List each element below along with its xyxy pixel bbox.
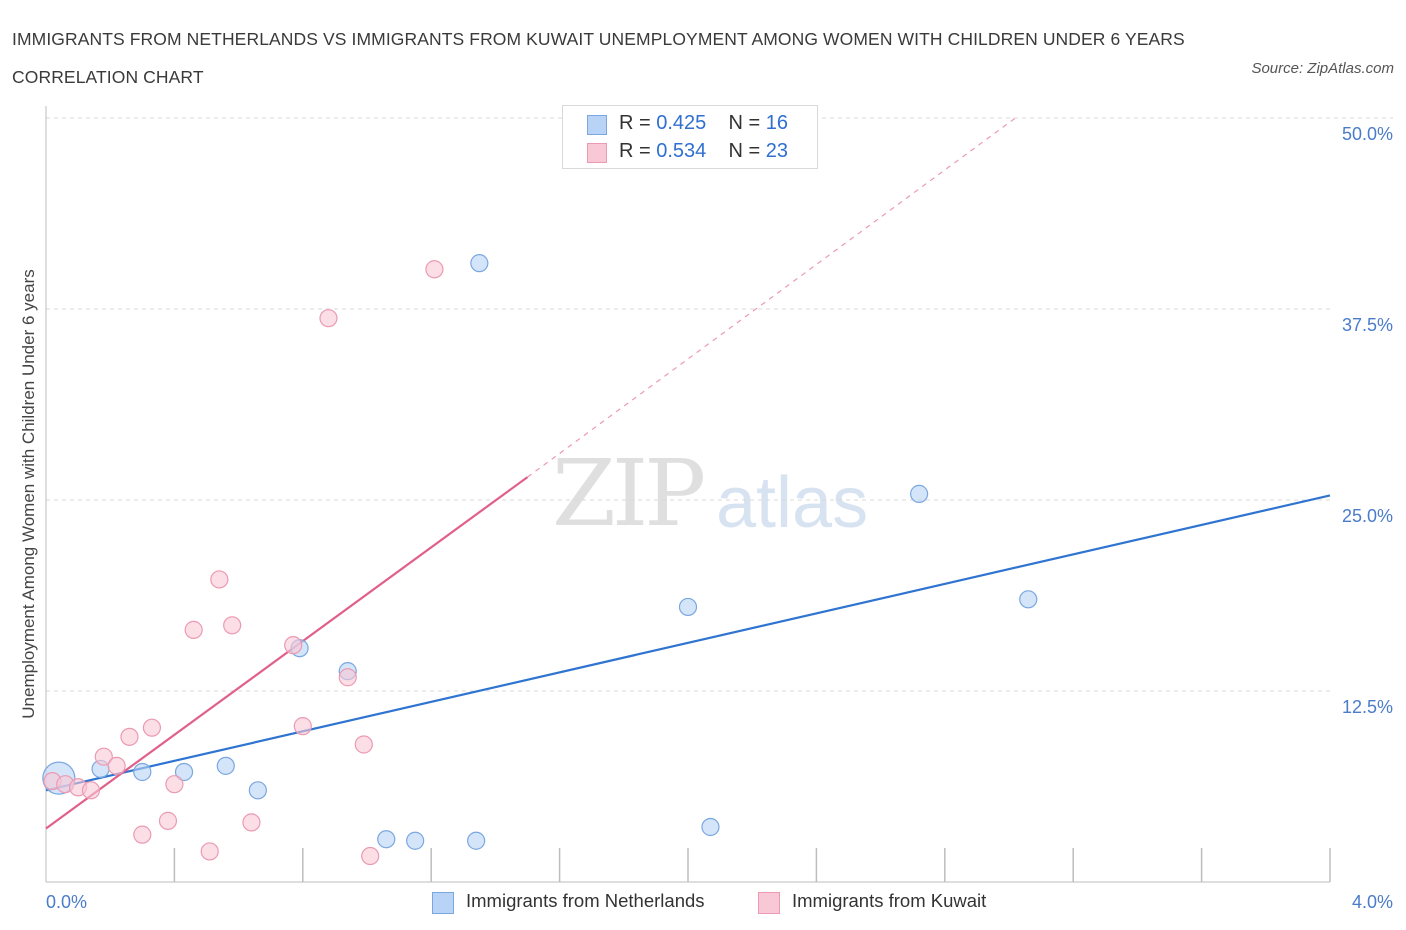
- grid-lines: [46, 117, 1393, 692]
- tick-labels: 12.5% 25.0% 37.5% 50.0% 0.0% 4.0%: [46, 124, 1393, 912]
- netherlands-point: [133, 762, 152, 782]
- watermark-atlas: atlas: [716, 463, 869, 543]
- kuwait-trend-extension: [527, 117, 1016, 478]
- r-label: R =: [619, 112, 657, 134]
- kuwait-point: [210, 570, 229, 589]
- kuwait-point: [165, 775, 184, 794]
- y-tick-label: 50.0%: [1342, 124, 1393, 144]
- x-tick-label: 4.0%: [1352, 892, 1393, 912]
- watermark-zip: ZIP: [552, 440, 706, 547]
- kuwait-point: [223, 616, 242, 635]
- netherlands-point: [406, 831, 425, 850]
- netherlands-point: [467, 831, 486, 850]
- source-label: Source: ZipAtlas.com: [1251, 60, 1394, 77]
- netherlands-point: [678, 597, 698, 617]
- netherlands-point: [377, 830, 396, 849]
- chart-title: IMMIGRANTS FROM NETHERLANDS VS IMMIGRANT…: [12, 29, 1185, 87]
- stats-legend: R = 0.425 N = 16 R = 0.534 N = 23: [562, 105, 818, 169]
- netherlands-point: [174, 762, 194, 782]
- kuwait-point: [120, 727, 139, 746]
- y-tick-label: 25.0%: [1342, 506, 1393, 526]
- legend-label-netherlands: Immigrants from Netherlands: [466, 890, 705, 911]
- netherlands-point: [248, 781, 267, 800]
- kuwait-point: [293, 717, 312, 736]
- netherlands-trend-line: [45, 494, 1331, 792]
- kuwait-legend-swatch: [758, 892, 780, 914]
- kuwait-point: [319, 309, 338, 328]
- n-value: 23: [765, 140, 789, 162]
- kuwait-trend-line: [45, 476, 529, 830]
- netherlands-legend-swatch: [432, 892, 454, 914]
- kuwait-point: [158, 811, 178, 830]
- kuwait-point: [81, 781, 101, 800]
- kuwait-point: [200, 842, 219, 861]
- kuwait-point: [142, 718, 162, 737]
- netherlands-point: [216, 756, 235, 775]
- y-tick-label: 12.5%: [1342, 697, 1393, 717]
- kuwait-point: [133, 825, 152, 844]
- x-tick-label: 0.0%: [46, 892, 87, 912]
- y-tick-label: 37.5%: [1342, 315, 1393, 335]
- kuwait-swatch: [587, 143, 607, 163]
- data-points: [42, 254, 1038, 866]
- netherlands-point: [701, 817, 720, 837]
- r-label: R =: [619, 140, 657, 162]
- kuwait-point: [354, 735, 373, 754]
- kuwait-point: [107, 756, 126, 775]
- n-label: N =: [728, 140, 766, 162]
- netherlands-point: [470, 254, 489, 273]
- kuwait-point: [425, 260, 444, 279]
- kuwait-point: [361, 846, 380, 866]
- kuwait-point: [284, 636, 303, 655]
- n-label: N =: [728, 112, 766, 134]
- netherlands-point: [910, 484, 929, 503]
- r-value: 0.534: [656, 140, 707, 162]
- kuwait-point: [184, 620, 203, 639]
- legend-label-kuwait: Immigrants from Kuwait: [792, 890, 987, 911]
- kuwait-point: [242, 813, 261, 832]
- netherlands-point: [1019, 590, 1038, 609]
- kuwait-point: [338, 668, 357, 687]
- netherlands-swatch: [587, 115, 607, 135]
- r-value: 0.425: [656, 112, 707, 134]
- kuwait-point: [94, 747, 113, 766]
- axes: [45, 106, 1331, 883]
- y-axis-label: Unemployment Among Women with Children U…: [19, 269, 38, 718]
- trend-lines: [45, 117, 1331, 830]
- n-value: 16: [765, 112, 789, 134]
